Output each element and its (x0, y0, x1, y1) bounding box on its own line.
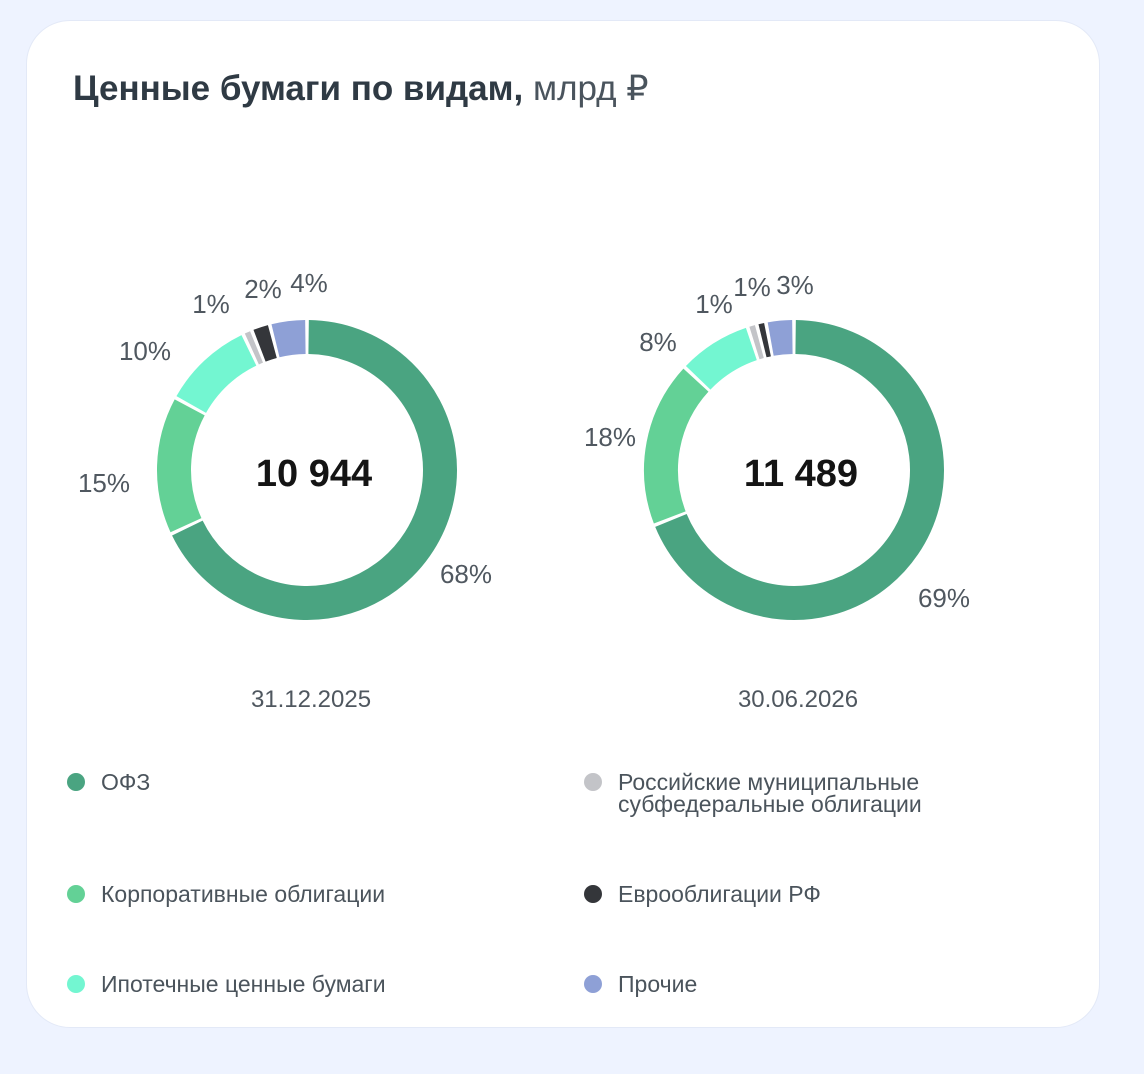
percent-label-corporate: 18% (584, 422, 636, 452)
percent-label-other: 4% (290, 268, 328, 298)
percent-label-corporate: 15% (78, 468, 130, 498)
percent-label-eurobonds: 1% (733, 272, 771, 302)
legend-item-ofz: ОФЗ (67, 769, 151, 795)
donut-segment-ofz (655, 320, 944, 620)
legend-label-ofz: ОФЗ (101, 769, 151, 795)
percent-label-other: 3% (776, 270, 814, 300)
legend-label-eurobonds: Еврооблигации РФ (618, 881, 821, 907)
legend-item-eurobonds: Еврооблигации РФ (584, 881, 821, 907)
legend-dot-other (584, 975, 602, 993)
legend-label-corporate: Корпоративные облигации (101, 881, 386, 907)
legend-item-municipal: Российские муниципальные субфедеральные … (584, 769, 922, 817)
donut-segment-ofz (172, 320, 457, 620)
donut-total-value: 11 489 (744, 453, 858, 495)
donut-segment-mortgage (685, 327, 758, 390)
percent-label-municipal: 1% (192, 289, 230, 319)
donut-total-value: 10 944 (256, 453, 372, 495)
donut-segment-other (767, 320, 793, 356)
percent-label-ofz: 68% (440, 559, 492, 589)
percent-label-mortgage: 8% (639, 327, 677, 357)
donut-segment-municipal (749, 325, 764, 360)
donut-segment-eurobonds (758, 323, 771, 358)
donut-segment-eurobonds (253, 325, 277, 362)
donut-chart-1: 68% 15% 10% 1% 2% 4% 10 944 31.12.2025 (78, 268, 492, 713)
chart-title-main: Ценные бумаги по видам, (73, 69, 524, 108)
percent-label-municipal: 1% (695, 289, 733, 319)
donut-segment-mortgage (176, 335, 257, 414)
donut-segment-municipal (244, 331, 264, 365)
legend-dot-eurobonds (584, 885, 602, 903)
legend-dot-municipal (584, 773, 602, 791)
legend-label-other: Прочие (618, 971, 698, 997)
legend-item-other: Прочие (584, 971, 698, 997)
legend-dot-ofz (67, 773, 85, 791)
donut-segment-other (271, 320, 307, 358)
donut-segment-corporate (644, 368, 709, 524)
percent-label-mortgage: 10% (119, 336, 171, 366)
chart-title-unit: млрд ₽ (533, 69, 649, 108)
legend-item-mortgage: Ипотечные ценные бумаги (67, 971, 386, 997)
chart-title: Ценные бумаги по видам, млрд ₽ (73, 67, 649, 111)
legend-item-corporate: Корпоративные облигации (67, 881, 386, 907)
donut-date-label: 31.12.2025 (251, 686, 371, 713)
legend-label-municipal: Российские муниципальные субфедеральные … (618, 769, 922, 817)
donut-date-label: 30.06.2026 (738, 686, 858, 713)
legend-dot-corporate (67, 885, 85, 903)
percent-label-eurobonds: 2% (244, 274, 282, 304)
legend-dot-mortgage (67, 975, 85, 993)
legend-label-mortgage: Ипотечные ценные бумаги (101, 971, 386, 997)
donut-segment-corporate (157, 399, 205, 533)
percent-label-ofz: 69% (918, 583, 970, 613)
